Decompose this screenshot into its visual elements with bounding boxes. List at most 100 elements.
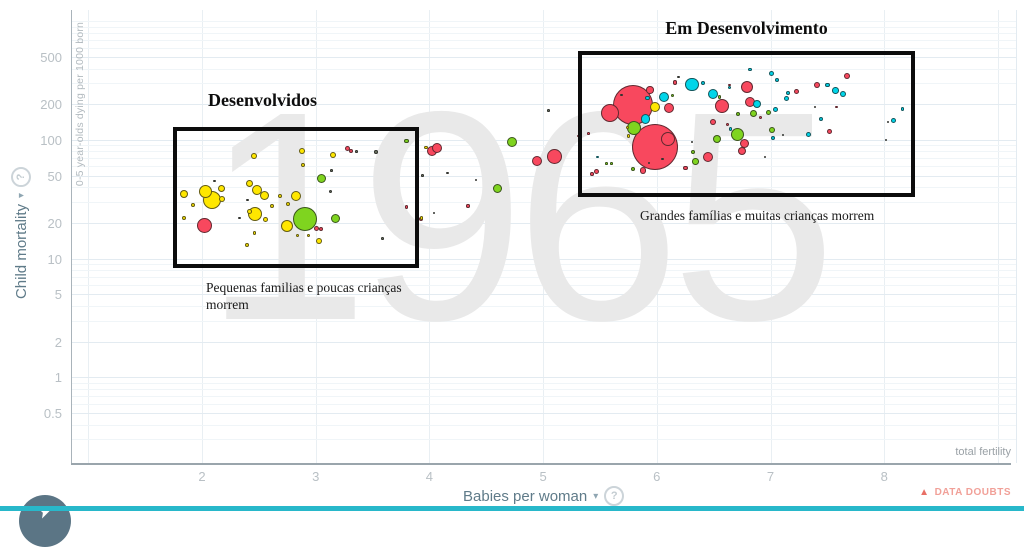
country-bubble[interactable]: [783, 96, 789, 102]
country-bubble[interactable]: [900, 107, 905, 111]
country-bubble[interactable]: [316, 173, 327, 184]
country-bubble[interactable]: [374, 150, 378, 154]
country-bubble[interactable]: [278, 194, 283, 199]
country-bubble[interactable]: [672, 80, 678, 85]
country-bubble[interactable]: [752, 99, 761, 108]
country-bubble[interactable]: [690, 140, 694, 144]
country-bubble[interactable]: [701, 81, 706, 86]
x-axis-selector[interactable]: Babies per woman ▾ ?: [463, 486, 625, 506]
country-bubble[interactable]: [348, 148, 353, 153]
country-bubble[interactable]: [740, 80, 753, 93]
country-bubble[interactable]: [251, 184, 262, 195]
country-bubble[interactable]: [735, 112, 740, 117]
country-bubble[interactable]: [626, 134, 631, 138]
country-bubble[interactable]: [245, 243, 250, 248]
country-bubble[interactable]: [661, 157, 664, 161]
country-bubble[interactable]: [263, 216, 269, 222]
country-bubble[interactable]: [587, 131, 590, 135]
country-bubble[interactable]: [682, 165, 688, 171]
country-bubble[interactable]: [419, 216, 424, 220]
country-bubble[interactable]: [677, 75, 680, 79]
country-bubble[interactable]: [625, 125, 629, 129]
country-bubble[interactable]: [813, 81, 821, 89]
country-bubble[interactable]: [731, 127, 745, 141]
country-bubble[interactable]: [794, 89, 800, 95]
country-bubble[interactable]: [247, 208, 253, 214]
help-icon[interactable]: ?: [11, 166, 31, 187]
country-bubble[interactable]: [181, 215, 186, 220]
country-bubble[interactable]: [647, 161, 651, 165]
country-bubble[interactable]: [714, 99, 729, 114]
country-bubble[interactable]: [758, 115, 762, 119]
country-bubble[interactable]: [813, 105, 817, 109]
country-bubble[interactable]: [707, 88, 718, 99]
country-bubble[interactable]: [692, 158, 699, 165]
country-bubble[interactable]: [432, 142, 443, 153]
country-bubble[interactable]: [246, 198, 249, 202]
country-bubble[interactable]: [827, 129, 833, 135]
country-bubble[interactable]: [196, 218, 212, 234]
country-bubble[interactable]: [474, 178, 478, 182]
country-bubble[interactable]: [748, 67, 752, 72]
country-bubble[interactable]: [685, 77, 699, 91]
timeline-bar[interactable]: [0, 506, 1024, 511]
country-bubble[interactable]: [307, 233, 311, 237]
country-bubble[interactable]: [768, 127, 775, 134]
country-bubble[interactable]: [421, 174, 424, 177]
country-bubble[interactable]: [381, 237, 385, 241]
country-bubble[interactable]: [671, 94, 675, 98]
country-bubble[interactable]: [238, 216, 241, 220]
country-bubble[interactable]: [404, 205, 409, 209]
country-bubble[interactable]: [532, 156, 543, 167]
country-bubble[interactable]: [661, 131, 676, 146]
country-bubble[interactable]: [507, 137, 518, 148]
country-bubble[interactable]: [296, 233, 299, 237]
country-bubble[interactable]: [640, 114, 651, 124]
country-bubble[interactable]: [664, 103, 675, 114]
country-bubble[interactable]: [765, 109, 771, 115]
country-bubble[interactable]: [770, 135, 775, 140]
country-bubble[interactable]: [546, 149, 562, 165]
country-bubble[interactable]: [213, 179, 216, 183]
country-bubble[interactable]: [725, 123, 729, 127]
country-bubble[interactable]: [769, 70, 775, 76]
country-bubble[interactable]: [658, 91, 669, 102]
country-bubble[interactable]: [738, 147, 747, 156]
country-bubble[interactable]: [605, 162, 609, 166]
country-bubble[interactable]: [781, 133, 785, 137]
country-bubble[interactable]: [314, 225, 320, 231]
country-bubble[interactable]: [179, 190, 188, 199]
country-bubble[interactable]: [281, 219, 294, 232]
country-bubble[interactable]: [890, 118, 896, 124]
country-bubble[interactable]: [645, 95, 650, 101]
country-bubble[interactable]: [805, 131, 811, 137]
country-bubble[interactable]: [594, 169, 600, 175]
country-bubble[interactable]: [818, 117, 823, 122]
country-bubble[interactable]: [291, 190, 302, 201]
chevron-down-icon[interactable]: ▾: [15, 192, 27, 198]
y-axis-selector[interactable]: Child mortality ▾ ?: [11, 166, 31, 299]
country-bubble[interactable]: [198, 184, 212, 198]
country-bubble[interactable]: [299, 148, 306, 155]
country-bubble[interactable]: [219, 195, 226, 202]
country-bubble[interactable]: [286, 201, 291, 206]
country-bubble[interactable]: [763, 155, 766, 159]
country-bubble[interactable]: [432, 211, 436, 215]
country-bubble[interactable]: [190, 203, 195, 208]
country-bubble[interactable]: [843, 73, 850, 80]
country-bubble[interactable]: [646, 86, 654, 94]
country-bubble[interactable]: [252, 231, 256, 235]
country-bubble[interactable]: [749, 109, 758, 117]
country-bubble[interactable]: [630, 166, 635, 171]
country-bubble[interactable]: [301, 162, 306, 167]
country-bubble[interactable]: [590, 172, 594, 176]
help-icon[interactable]: ?: [604, 486, 625, 506]
country-bubble[interactable]: [728, 86, 732, 90]
country-bubble[interactable]: [328, 190, 332, 194]
country-bubble[interactable]: [466, 204, 470, 208]
country-bubble[interactable]: [293, 206, 318, 231]
country-bubble[interactable]: [649, 102, 660, 113]
country-bubble[interactable]: [775, 78, 780, 82]
country-bubble[interactable]: [885, 138, 888, 141]
country-bubble[interactable]: [217, 184, 225, 192]
